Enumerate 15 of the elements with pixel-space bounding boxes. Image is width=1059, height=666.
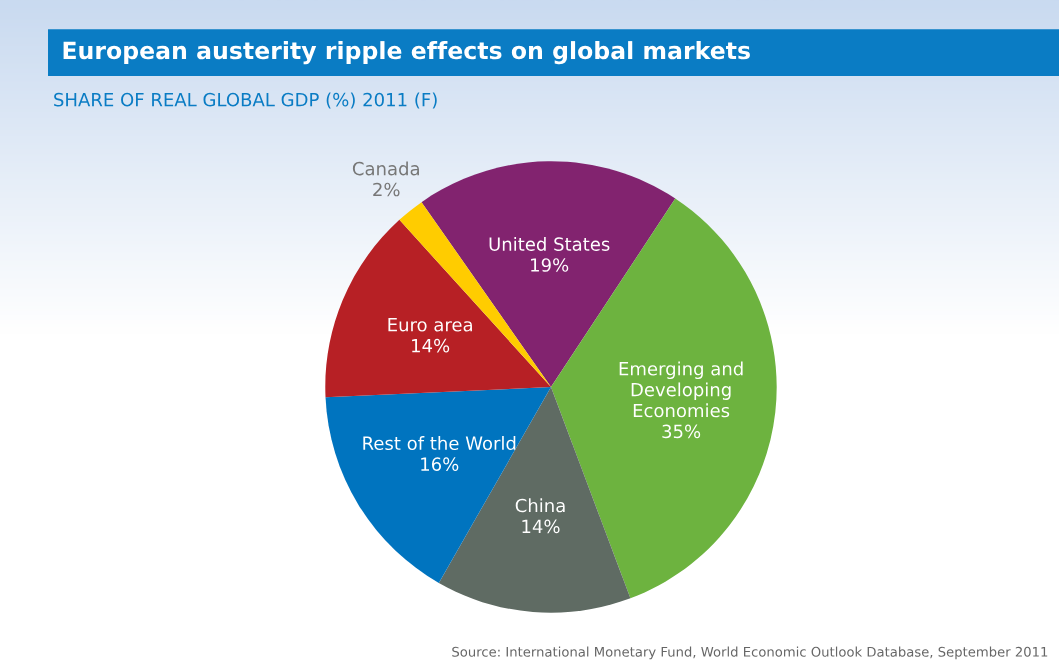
data-label: 14%	[412, 338, 450, 353]
slice-label: Rest of the World	[363, 436, 516, 451]
data-label: 2%	[373, 182, 400, 197]
slice-label: Canada	[352, 161, 419, 176]
chart-title: European austerity ripple effects on global markets	[63, 41, 750, 65]
data-label: 16%	[421, 457, 459, 471]
slice-label: China	[515, 498, 565, 513]
data-label: 14%	[522, 519, 560, 534]
data-label: 19%	[531, 258, 569, 272]
chart-subtitle: SHARE OF REAL GLOBAL GDP (%) 2011 (F)	[54, 92, 437, 109]
slice-label: Euro area	[388, 318, 472, 332]
source-note: Source: International Monetary Fund, World Economic Outlook Database, September 2011	[452, 646, 1048, 660]
slice-label: Emerging and Developing Economies	[619, 361, 743, 418]
slice-label: United States	[489, 236, 610, 251]
data-label: 35%	[662, 424, 701, 439]
